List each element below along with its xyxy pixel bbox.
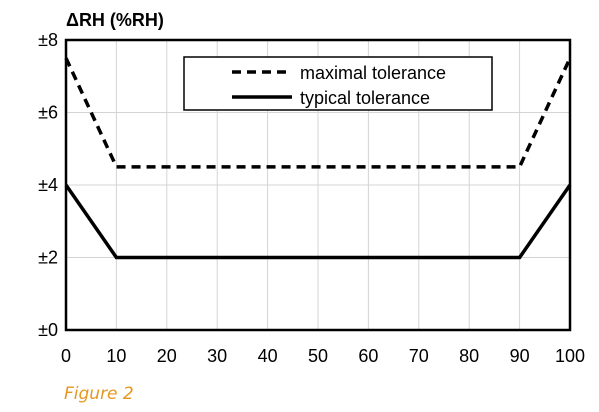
legend-box	[183, 56, 493, 111]
x-tick-label: 50	[308, 346, 328, 366]
y-tick-label: ±8	[38, 30, 58, 50]
series-line-maximal-tolerance	[64, 57, 572, 169]
y-tick-label: ±6	[38, 103, 58, 123]
y-tick-label: ±4	[38, 175, 58, 195]
x-tick-label: 60	[358, 346, 378, 366]
y-tick-label: ±2	[38, 248, 58, 268]
plot-frame	[64, 38, 572, 332]
x-tick-label: 10	[106, 346, 126, 366]
x-tick-label: 20	[157, 346, 177, 366]
x-tick-label: 70	[409, 346, 429, 366]
x-tick-label: 90	[510, 346, 530, 366]
y-axis-label: ΔRH (%RH)	[66, 10, 164, 30]
legend-label-typical: typical tolerance	[300, 88, 430, 108]
x-tick-labels: 0 10 20 30 40 50 60 70 80 90 100	[61, 346, 585, 366]
series-lines	[64, 57, 572, 260]
y-tick-labels: ±0 ±2 ±4 ±6 ±8	[38, 30, 58, 340]
series-line-typical-tolerance	[64, 184, 572, 260]
x-tick-label: 0	[61, 346, 71, 366]
x-tick-label: 30	[207, 346, 227, 366]
legend-label-maximal: maximal tolerance	[300, 63, 446, 83]
legend: maximal tolerance typical tolerance	[183, 56, 493, 111]
x-tick-label: 100	[555, 346, 585, 366]
y-tick-label: ±0	[38, 320, 58, 340]
tolerance-chart: ΔRH (%RH) ±0 ±2 ±4 ±6 ±8 0 10 20 30 40 50 60 70 80 90…	[38, 10, 585, 366]
x-tick-label: 80	[459, 346, 479, 366]
figure-caption: Figure 2	[64, 384, 134, 404]
x-tick-label: 40	[258, 346, 278, 366]
